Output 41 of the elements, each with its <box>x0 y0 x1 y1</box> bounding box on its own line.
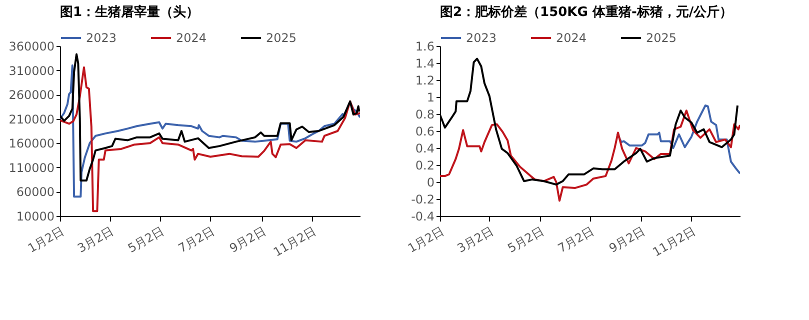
x-tick-label: 1月2日 <box>405 224 446 256</box>
y-tick-label: 210000 <box>8 112 54 126</box>
line-series <box>440 110 740 202</box>
x-tick-label: 7月2日 <box>555 224 596 256</box>
y-tick-label: 0.4 <box>415 142 434 156</box>
x-tick-label: 11月2日 <box>270 224 319 260</box>
y-tick-label: 0.8 <box>415 108 434 122</box>
x-tick-label: 9月2日 <box>227 224 268 256</box>
y-tick-label: 260000 <box>8 88 54 102</box>
y-tick-label: -0.4 <box>411 210 434 224</box>
legend-label: 2024 <box>176 31 207 45</box>
legend-label: 2025 <box>646 31 677 45</box>
y-tick-label: 1.6 <box>415 40 434 54</box>
chart-title: 图2：肥标价差（150KG 体重猪-标猪，元/公斤） <box>440 4 733 20</box>
x-tick-label: 3月2日 <box>75 224 116 256</box>
y-tick-label: 1.4 <box>415 56 434 70</box>
x-tick-label: 5月2日 <box>125 224 166 256</box>
x-tick-label: 5月2日 <box>505 224 546 256</box>
y-tick-label: 10000 <box>16 210 54 224</box>
legend-label: 2024 <box>556 31 587 45</box>
legend-label: 2023 <box>86 31 117 45</box>
x-tick-label: 3月2日 <box>454 224 496 256</box>
x-tick-label: 7月2日 <box>176 224 217 256</box>
x-tick-label: 1月2日 <box>25 224 66 256</box>
y-tick-label: 110000 <box>8 160 54 175</box>
chart-title: 图1：生猪屠宰量（头） <box>60 4 200 20</box>
y-tick-label: 1 <box>426 90 434 104</box>
y-tick-label: 310000 <box>8 64 54 78</box>
y-tick-label: 1.2 <box>415 74 434 88</box>
x-tick-label: 9月2日 <box>606 224 648 256</box>
line-series <box>616 104 740 174</box>
y-tick-label: 0.6 <box>415 124 434 138</box>
y-tick-label: 360000 <box>8 40 54 54</box>
y-tick-label: 0 <box>426 176 434 190</box>
legend-label: 2023 <box>466 31 497 45</box>
y-tick-label: 0.2 <box>415 158 434 172</box>
x-tick-label: 11月2日 <box>650 224 698 260</box>
y-tick-label: -0.2 <box>411 192 434 206</box>
y-tick-label: 160000 <box>8 136 54 151</box>
y-tick-label: 60000 <box>16 185 54 200</box>
legend-label: 2025 <box>266 31 297 45</box>
